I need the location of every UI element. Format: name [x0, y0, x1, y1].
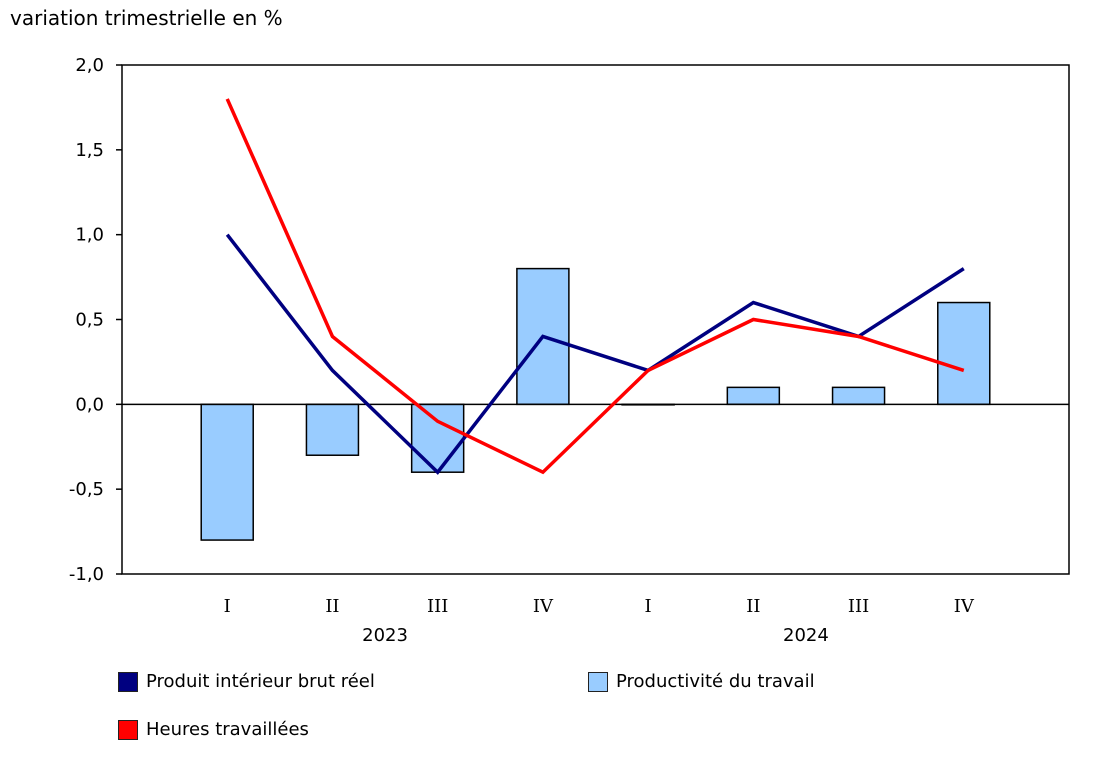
bar-productivite — [305, 403, 360, 456]
legend-item-pib: Produit intérieur brut réel — [118, 671, 375, 692]
bar-productivite — [200, 403, 254, 541]
y-tick-label: 0,5 — [75, 310, 104, 331]
x-tick-label: III — [427, 596, 448, 617]
bar-productivite — [410, 403, 465, 473]
y-tick-label: 0,0 — [75, 394, 104, 415]
y-tick-label: -1,0 — [69, 564, 104, 585]
x-tick-label: I — [645, 596, 652, 617]
line-heures — [225, 98, 965, 475]
legend-swatch-heures — [118, 719, 138, 740]
bar-productivite — [831, 386, 886, 406]
y-tick-label: 2,0 — [75, 55, 104, 76]
plot-frame — [121, 64, 1070, 575]
legend-item-productivite: Productivité du travail — [588, 671, 815, 692]
x-tick-label: IV — [533, 596, 554, 617]
line-pib — [225, 233, 965, 475]
x-tick-label: II — [746, 596, 760, 617]
x-tick-label: I — [224, 596, 231, 617]
x-tick-label: IV — [954, 596, 975, 617]
legend-label-productivite: Productivité du travail — [616, 671, 815, 692]
legend-swatch-pib — [118, 671, 138, 692]
legend-item-heures: Heures travaillées — [118, 719, 309, 740]
legend-swatch-productivite — [588, 671, 608, 692]
legend-label-pib: Produit intérieur brut réel — [146, 671, 375, 692]
y-tick-label: 1,5 — [75, 140, 104, 161]
x-group-label: 2023 — [362, 625, 408, 646]
x-tick-label: III — [848, 596, 869, 617]
x-tick-label: II — [325, 596, 339, 617]
y-axis-title: variation trimestrielle en % — [10, 6, 283, 30]
bar-productivite — [726, 386, 781, 406]
y-tick-label: 1,0 — [75, 225, 104, 246]
y-tick-label: -0,5 — [69, 479, 104, 500]
bar-productivite — [937, 301, 991, 406]
x-group-label: 2024 — [783, 625, 829, 646]
legend-label-heures: Heures travaillées — [146, 719, 309, 740]
